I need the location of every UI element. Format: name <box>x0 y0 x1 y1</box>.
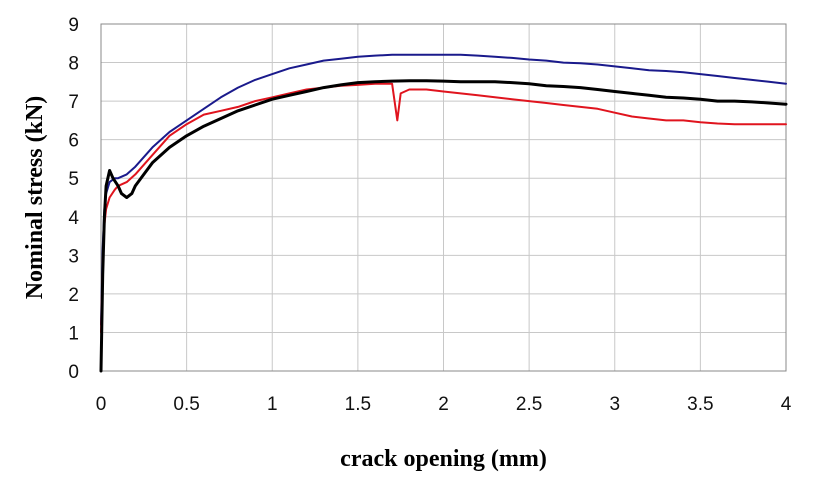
grid-lines <box>100 23 787 372</box>
y-tick-label: 9 <box>68 15 79 36</box>
series-line-2 <box>100 82 787 334</box>
y-tick-label: 5 <box>68 169 79 190</box>
series-line-3 <box>99 79 788 373</box>
x-tick-label: 3.5 <box>687 394 713 415</box>
x-tick-label: 2 <box>438 394 449 415</box>
y-tick-label: 3 <box>68 246 79 267</box>
series-line-1 <box>100 53 787 326</box>
plot-area-frame <box>100 23 787 372</box>
y-tick-label: 7 <box>68 92 79 113</box>
series-group <box>99 53 788 373</box>
x-axis-title: crack opening (mm) <box>340 446 547 472</box>
y-tick-label: 1 <box>68 323 79 344</box>
y-tick-label: 8 <box>68 54 79 75</box>
y-tick-label: 0 <box>68 362 79 383</box>
y-axis-title: Nominal stress (kN) <box>22 96 48 300</box>
x-tick-labels: 0 0.5 1 1.5 2 2.5 3 3.5 4 <box>96 394 792 415</box>
x-tick-label: 1.5 <box>345 394 371 415</box>
x-tick-label: 1 <box>267 394 278 415</box>
x-tick-label: 0.5 <box>173 394 199 415</box>
y-tick-label: 2 <box>68 285 79 306</box>
x-tick-label: 3 <box>609 394 620 415</box>
y-tick-labels: 0 1 2 3 4 5 6 7 8 9 <box>68 15 79 383</box>
x-tick-label: 0 <box>96 394 107 415</box>
x-tick-label: 4 <box>781 394 792 415</box>
y-tick-label: 6 <box>68 131 79 152</box>
y-tick-label: 4 <box>68 208 79 229</box>
x-tick-label: 2.5 <box>516 394 542 415</box>
